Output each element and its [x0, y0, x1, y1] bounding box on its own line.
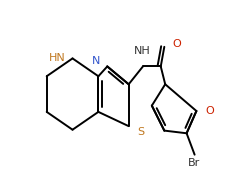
Text: NH: NH [134, 46, 150, 56]
Text: HN: HN [49, 53, 66, 63]
Text: S: S [138, 127, 145, 137]
Text: Br: Br [187, 158, 200, 168]
Text: O: O [172, 39, 181, 49]
Text: N: N [92, 56, 100, 66]
Text: O: O [205, 106, 214, 116]
